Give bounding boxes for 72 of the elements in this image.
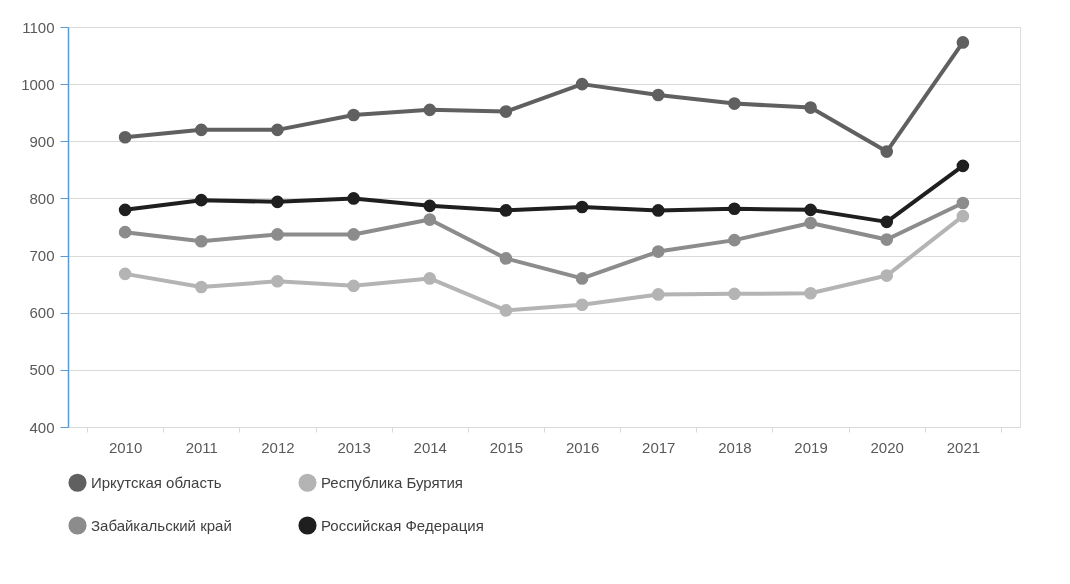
point <box>423 199 437 213</box>
point <box>194 193 208 207</box>
point <box>271 228 284 241</box>
point <box>956 36 970 49</box>
point <box>271 274 284 288</box>
point <box>651 88 665 102</box>
point <box>651 288 665 301</box>
point <box>804 203 817 217</box>
y-tick-label: 900 <box>29 132 55 150</box>
x-tick-label: 2016 <box>565 438 600 456</box>
point <box>271 195 284 209</box>
point <box>118 130 132 144</box>
point <box>499 105 513 118</box>
point <box>118 203 132 217</box>
point <box>423 103 437 117</box>
point <box>271 123 284 137</box>
point <box>194 280 208 294</box>
legend-label: Республика Бурятия <box>321 473 463 491</box>
point <box>956 209 970 223</box>
y-tick-label: 600 <box>29 304 55 322</box>
point <box>347 192 360 205</box>
point <box>880 215 894 229</box>
point <box>347 279 360 293</box>
point <box>804 286 817 300</box>
point <box>575 272 589 285</box>
x-tick-label: 2021 <box>946 438 981 456</box>
point <box>804 216 817 230</box>
point <box>804 101 817 114</box>
x-tick-label: 2014 <box>413 438 447 456</box>
point <box>728 287 741 301</box>
point <box>880 269 894 282</box>
point <box>880 145 894 158</box>
point <box>347 228 360 241</box>
x-tick-label: 2010 <box>108 438 143 456</box>
point <box>194 123 208 137</box>
point <box>728 233 741 247</box>
y-tick-label: 1000 <box>21 75 55 93</box>
point <box>423 213 437 226</box>
x-tick-label: 2013 <box>337 438 371 456</box>
y-tick-label: 400 <box>29 418 55 436</box>
y-tick-label: 800 <box>29 189 55 207</box>
point <box>956 159 970 173</box>
point <box>118 225 132 239</box>
x-tick-label: 2019 <box>794 438 828 456</box>
point <box>728 202 741 216</box>
point <box>728 97 741 110</box>
point <box>194 234 208 248</box>
point <box>499 304 513 317</box>
x-tick-label: 2011 <box>185 438 218 456</box>
point <box>575 298 589 312</box>
x-tick-label: 2018 <box>718 438 752 456</box>
legend-label: Забайкальский край <box>91 516 232 534</box>
x-tick-label: 2020 <box>870 438 904 456</box>
y-tick-label: 700 <box>29 247 55 265</box>
point <box>499 204 513 217</box>
point <box>651 204 665 217</box>
point <box>880 233 894 246</box>
y-tick-label: 1100 <box>22 18 55 36</box>
point <box>575 200 589 214</box>
x-tick-label: 2015 <box>489 438 524 456</box>
legend-label: Российская Федерация <box>321 516 484 534</box>
point <box>347 108 360 122</box>
legend-label: Иркутская область <box>91 473 222 491</box>
point <box>499 252 513 265</box>
x-tick-label: 2017 <box>642 438 676 456</box>
y-tick-label: 500 <box>29 361 55 379</box>
point <box>423 272 437 285</box>
point <box>575 77 589 91</box>
x-tick-label: 2012 <box>261 438 295 456</box>
point <box>651 245 665 258</box>
point <box>118 267 132 281</box>
point <box>956 196 970 210</box>
